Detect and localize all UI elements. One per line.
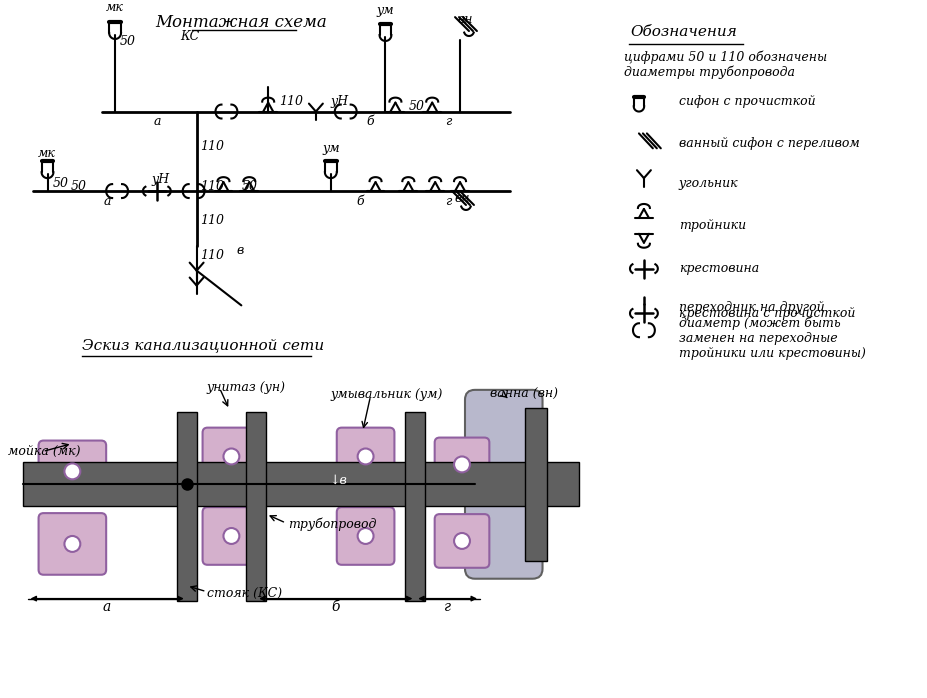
Text: г: г [444, 195, 451, 207]
Text: стояк (КС): стояк (КС) [207, 587, 282, 600]
Text: уН: уН [152, 172, 170, 186]
Text: ум: ум [322, 142, 339, 155]
Text: мк: мк [37, 147, 56, 160]
Circle shape [453, 533, 469, 549]
Text: ванна (вн): ванна (вн) [489, 388, 557, 401]
Circle shape [223, 528, 239, 544]
FancyBboxPatch shape [39, 440, 106, 502]
Bar [524, 408, 546, 560]
Text: 50: 50 [408, 100, 424, 113]
FancyBboxPatch shape [434, 514, 489, 567]
Text: б: б [331, 600, 339, 614]
Circle shape [64, 463, 81, 480]
Text: вн: вн [457, 13, 472, 26]
Text: б: б [366, 115, 374, 128]
Circle shape [453, 456, 469, 473]
Text: мойка (мк): мойка (мк) [7, 445, 80, 458]
Text: а: а [103, 600, 111, 614]
Text: г: г [443, 600, 451, 614]
Text: уН: уН [330, 95, 349, 108]
Text: ванный сифон с переливом: ванный сифон с переливом [678, 137, 858, 150]
Text: 50: 50 [120, 36, 136, 48]
Bar [246, 412, 266, 600]
Text: сифон с прочисткой: сифон с прочисткой [678, 95, 815, 108]
FancyBboxPatch shape [434, 438, 489, 491]
Circle shape [223, 449, 239, 464]
Text: 110: 110 [200, 249, 224, 262]
FancyBboxPatch shape [202, 507, 260, 565]
Text: ум: ум [376, 3, 394, 17]
Text: Обозначения: Обозначения [629, 25, 736, 39]
FancyBboxPatch shape [464, 390, 542, 579]
FancyBboxPatch shape [202, 428, 260, 485]
Circle shape [357, 449, 374, 464]
Text: 110: 110 [200, 214, 224, 228]
Text: ↓в: ↓в [328, 474, 346, 487]
Text: крестовина: крестовина [678, 262, 758, 275]
Text: переходник на другой
диаметр (может быть
заменен на переходные
тройники или крес: переходник на другой диаметр (может быть… [678, 301, 865, 359]
Text: а: а [153, 115, 160, 128]
Text: трубопровод: трубопровод [287, 517, 376, 530]
Text: в: в [236, 244, 244, 257]
Circle shape [357, 528, 374, 544]
Text: унитаз (ун): унитаз (ун) [207, 381, 286, 394]
Text: 50: 50 [53, 177, 69, 190]
Text: КС: КС [180, 31, 198, 43]
Text: тройники: тройники [678, 219, 745, 232]
Text: диаметры трубопровода: диаметры трубопровода [623, 65, 794, 79]
Text: 50: 50 [241, 179, 257, 193]
Text: а: а [103, 195, 111, 207]
Bar [176, 412, 197, 600]
Text: умывальник (ум): умывальник (ум) [330, 388, 443, 401]
Text: г: г [444, 115, 451, 128]
Circle shape [64, 536, 81, 552]
Text: Монтажная схема: Монтажная схема [156, 13, 327, 31]
Text: вн: вн [454, 191, 469, 205]
Text: мк: мк [106, 1, 124, 14]
Text: 110: 110 [200, 140, 224, 153]
Text: Эскиз канализационной сети: Эскиз канализационной сети [83, 338, 324, 352]
Text: 50: 50 [70, 179, 86, 193]
FancyBboxPatch shape [337, 507, 394, 565]
Text: крестовина с прочисткой: крестовина с прочисткой [678, 307, 854, 320]
FancyBboxPatch shape [39, 513, 106, 574]
FancyBboxPatch shape [337, 428, 394, 485]
Text: 110: 110 [279, 95, 303, 108]
Bar [405, 412, 425, 600]
Text: 110: 110 [200, 179, 224, 193]
Text: угольник: угольник [678, 177, 738, 190]
Bar [22, 462, 578, 506]
Text: б: б [356, 195, 364, 207]
Text: цифрами 50 и 110 обозначены: цифрами 50 и 110 обозначены [623, 50, 826, 64]
